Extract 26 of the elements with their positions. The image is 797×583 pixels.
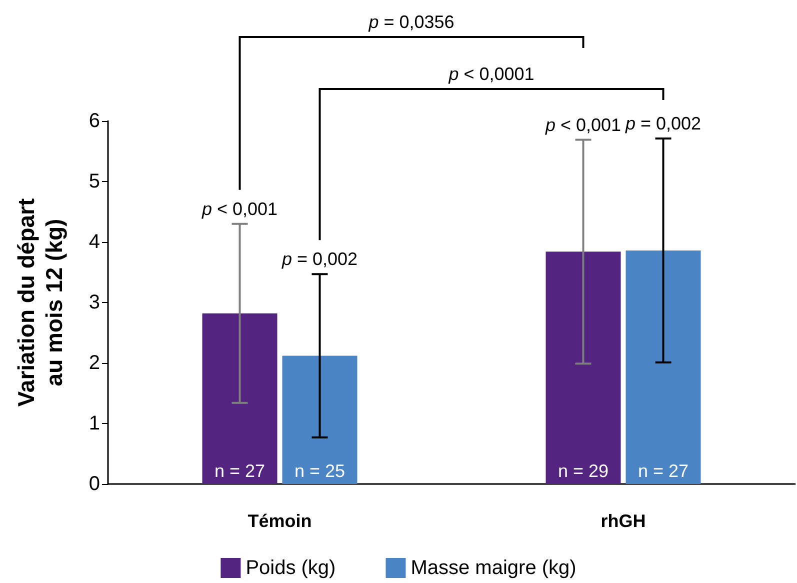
- x-tick-label: rhGH: [600, 511, 646, 531]
- x-tick-label: Témoin: [248, 511, 312, 531]
- annotation: n = 27: [638, 461, 689, 481]
- legend-label: Masse maigre (kg): [410, 557, 576, 579]
- annotation: p < 0,001: [200, 198, 278, 219]
- y-tick-label: 2: [88, 352, 100, 374]
- y-tick-label: 4: [88, 231, 100, 253]
- bar: [282, 356, 358, 484]
- legend-label: Poids (kg): [246, 557, 336, 579]
- y-tick-label: 5: [88, 170, 100, 192]
- annotation: p = 0,002: [624, 114, 702, 134]
- bar: [626, 250, 701, 484]
- annotation: n = 25: [294, 461, 346, 481]
- y-tick-label: 1: [88, 412, 100, 434]
- annotation: n = 29: [558, 461, 609, 481]
- y-tick-label: 6: [88, 110, 100, 132]
- text: p < 0,0001: [448, 64, 534, 84]
- y-tick-label: 0: [88, 473, 100, 495]
- annotation: p < 0,001: [544, 114, 622, 135]
- y-axis-title: Variation du départ au mois 12 (kg): [13, 198, 67, 407]
- text: p = 0,0356: [368, 12, 454, 32]
- bar: [202, 313, 278, 484]
- annotation: n = 27: [214, 461, 266, 481]
- y-tick-label: 3: [88, 292, 100, 314]
- bar: [546, 252, 621, 484]
- annotation: p = 0,002: [280, 249, 358, 270]
